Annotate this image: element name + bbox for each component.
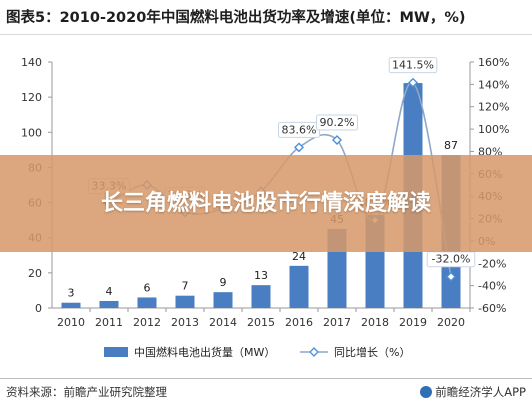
left-tick-label: 140: [21, 56, 42, 69]
growth-label: 90.2%: [320, 116, 355, 129]
bar-value-label: 24: [292, 250, 306, 263]
left-tick-label: 100: [21, 126, 42, 139]
legend-bar-label: 中国燃料电池出货量（MW）: [134, 345, 275, 359]
x-tick-label: 2020: [437, 316, 465, 329]
x-tick-label: 2012: [133, 316, 161, 329]
footer-divider: [0, 378, 532, 379]
right-tick-label: -20%: [478, 257, 506, 270]
bar-value-label: 4: [106, 285, 113, 298]
growth-point-2020: [446, 271, 456, 282]
x-tick-label: 2014: [209, 316, 237, 329]
right-tick-label: -40%: [478, 280, 506, 293]
left-tick-label: 20: [28, 267, 42, 280]
bar-value-label: 3: [68, 287, 75, 300]
x-tick-label: 2017: [323, 316, 351, 329]
growth-label-box: [316, 114, 358, 131]
bar-2013: [175, 295, 195, 308]
legend-line-marker: [309, 347, 319, 357]
left-tick-label: 0: [35, 302, 42, 315]
bar-2010: [61, 302, 81, 308]
growth-label: -32.0%: [432, 253, 471, 266]
legend-line-label: 同比增长（%）: [334, 345, 410, 359]
growth-point-2017: [332, 135, 342, 146]
x-tick-label: 2018: [361, 316, 389, 329]
right-tick-label: -60%: [478, 302, 506, 315]
headline-text: 长三角燃料电池股市行情深度解读: [100, 190, 431, 216]
growth-label: 83.6%: [282, 123, 317, 136]
brand-name: 前瞻经济学人APP: [435, 385, 526, 399]
x-tick-label: 2016: [285, 316, 313, 329]
bar-value-label: 13: [254, 269, 268, 282]
bar-value-label: 6: [144, 281, 151, 294]
bar-value-label: 7: [182, 280, 189, 293]
left-tick-label: 120: [21, 91, 42, 104]
growth-point-2016: [294, 142, 304, 153]
bar-2015: [251, 285, 271, 308]
source-note: 资料来源：前瞻产业研究院整理: [6, 385, 167, 399]
bar-value-label: 87: [444, 139, 458, 152]
bar-value-label: 9: [220, 276, 227, 289]
right-tick-label: 120%: [478, 101, 509, 114]
right-tick-label: 160%: [478, 56, 509, 69]
x-tick-label: 2010: [57, 316, 85, 329]
x-tick-label: 2015: [247, 316, 275, 329]
right-tick-label: 100%: [478, 123, 509, 136]
chart-title: 图表5：2010-2020年中国燃料电池出货功率及增速(单位：MW，%): [6, 10, 466, 26]
x-tick-label: 2019: [399, 316, 427, 329]
brand-mark: 前瞻经济学人APP: [420, 383, 526, 401]
right-tick-label: 140%: [478, 78, 509, 91]
x-tick-label: 2011: [95, 316, 123, 329]
bar-2011: [99, 300, 119, 308]
growth-point-2019: [408, 77, 418, 88]
x-tick-label: 2013: [171, 316, 199, 329]
brand-logo-icon: [420, 386, 433, 398]
bar-2016: [289, 265, 309, 308]
legend-bar-swatch: [104, 347, 128, 357]
bar-2012: [137, 297, 157, 308]
growth-label: 141.5%: [392, 59, 434, 72]
growth-label-box: [388, 57, 438, 74]
bar-2014: [213, 292, 233, 308]
headline-banner: 长三角燃料电池股市行情深度解读: [0, 155, 532, 252]
title-divider: [0, 34, 532, 35]
